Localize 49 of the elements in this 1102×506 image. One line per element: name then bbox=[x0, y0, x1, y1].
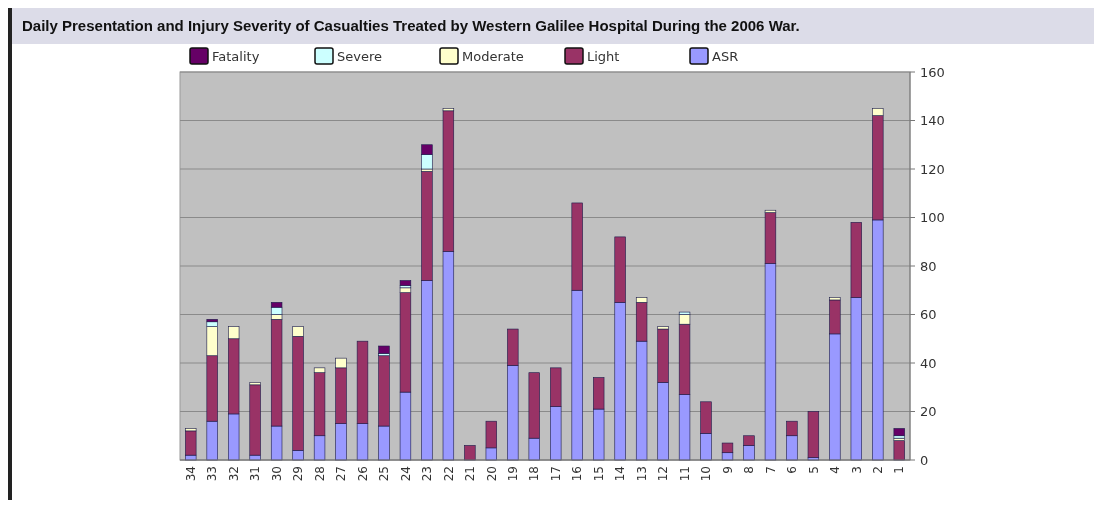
x-tick-label: 7 bbox=[763, 466, 778, 474]
legend-label: Severe bbox=[337, 48, 382, 64]
x-tick-label: 27 bbox=[334, 466, 349, 482]
legend-label: Fatality bbox=[212, 48, 260, 64]
x-tick-label: 10 bbox=[699, 466, 714, 482]
y-tick-label: 0 bbox=[920, 452, 929, 468]
x-tick-label: 3 bbox=[849, 466, 864, 474]
x-tick-label: 8 bbox=[742, 466, 757, 474]
legend-label: Light bbox=[587, 48, 620, 64]
legend-label: Moderate bbox=[462, 48, 524, 64]
x-tick-label: 20 bbox=[484, 466, 499, 482]
x-tick-label: 18 bbox=[527, 466, 542, 482]
x-tick-label: 9 bbox=[720, 466, 735, 474]
x-tick-label: 6 bbox=[785, 466, 800, 474]
y-tick-label: 160 bbox=[920, 64, 945, 80]
y-tick-label: 20 bbox=[920, 404, 937, 420]
x-tick-label: 1 bbox=[892, 466, 907, 474]
y-tick-label: 40 bbox=[920, 355, 937, 371]
x-tick-label: 19 bbox=[505, 466, 520, 482]
x-tick-label: 4 bbox=[828, 466, 843, 474]
x-tick-label: 22 bbox=[441, 466, 456, 482]
x-tick-label: 2 bbox=[870, 466, 885, 474]
x-tick-label: 23 bbox=[420, 466, 435, 482]
chart-title: Daily Presentation and Injury Severity of Casualties Treated by Western Galilee Hospital During the 2006 War. bbox=[22, 17, 800, 34]
y-tick-label: 140 bbox=[920, 113, 945, 129]
x-tick-label: 21 bbox=[463, 466, 478, 482]
x-tick-label: 34 bbox=[183, 466, 198, 482]
x-tick-label: 31 bbox=[248, 466, 263, 482]
x-tick-label: 16 bbox=[570, 466, 585, 482]
y-tick-label: 120 bbox=[920, 161, 945, 177]
x-tick-label: 30 bbox=[269, 466, 284, 482]
x-tick-label: 29 bbox=[291, 466, 306, 482]
x-tick-label: 13 bbox=[634, 466, 649, 482]
x-tick-label: 24 bbox=[398, 466, 413, 482]
x-tick-label: 11 bbox=[677, 466, 692, 482]
y-tick-label: 100 bbox=[920, 210, 945, 226]
x-tick-label: 33 bbox=[205, 466, 220, 482]
y-tick-label: 80 bbox=[920, 258, 937, 274]
x-tick-label: 26 bbox=[355, 466, 370, 482]
x-tick-label: 14 bbox=[613, 466, 628, 482]
x-tick-label: 15 bbox=[591, 466, 606, 482]
x-tick-label: 12 bbox=[656, 466, 671, 482]
y-tick-label: 60 bbox=[920, 307, 937, 323]
x-tick-label: 25 bbox=[377, 466, 392, 482]
x-tick-label: 32 bbox=[226, 466, 241, 482]
x-tick-label: 28 bbox=[312, 466, 327, 482]
legend-label: ASR bbox=[712, 48, 739, 64]
x-tick-label: 5 bbox=[806, 466, 821, 474]
x-tick-label: 17 bbox=[548, 466, 563, 482]
